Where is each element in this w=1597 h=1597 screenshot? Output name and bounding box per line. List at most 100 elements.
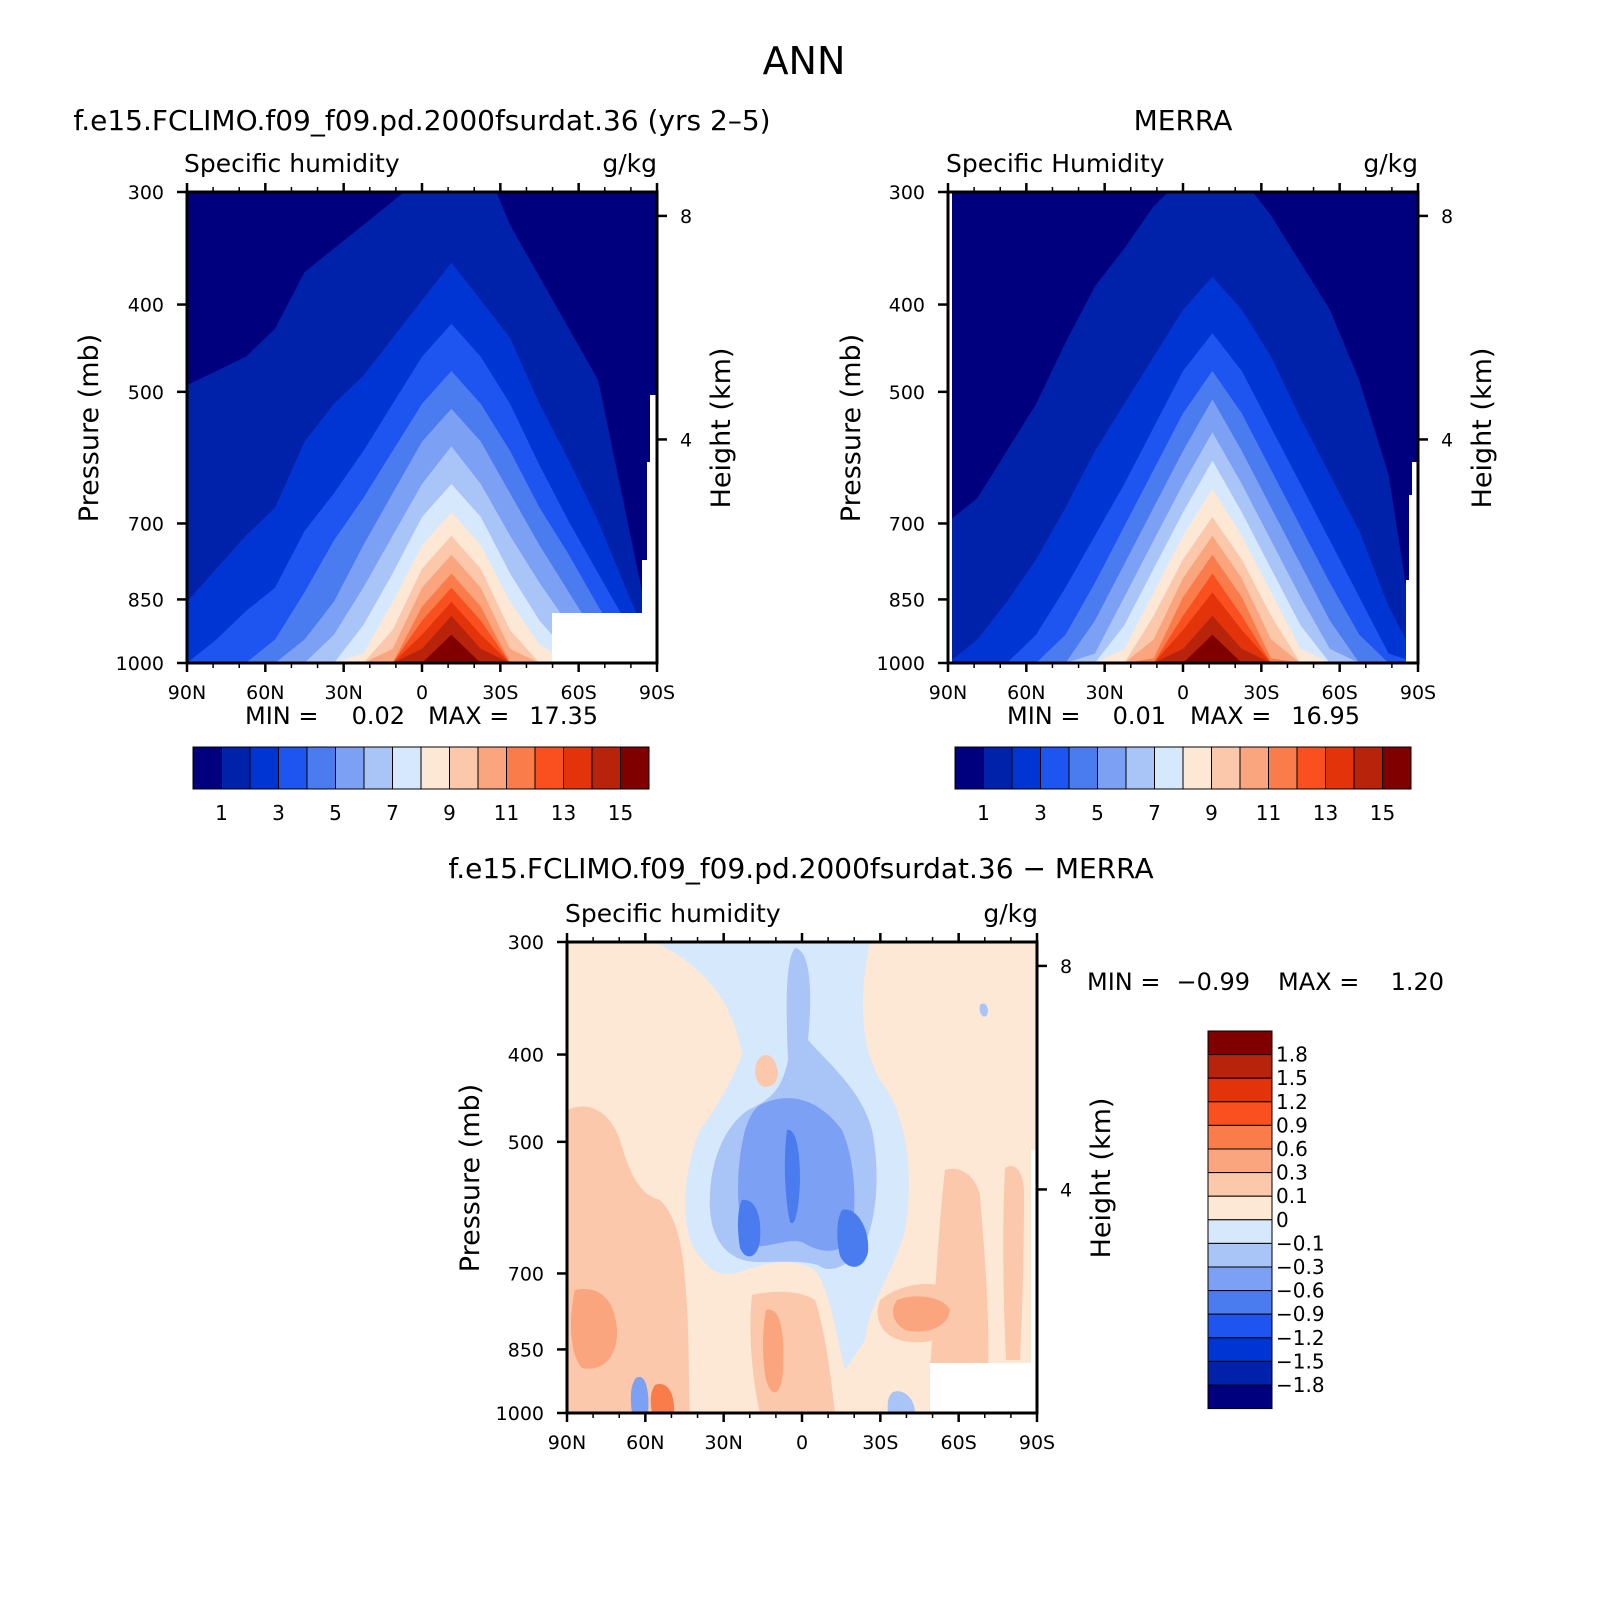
colorbar-box xyxy=(1040,746,1070,790)
colorbar-label: 9 xyxy=(1205,801,1218,825)
x-tick-label: 0 xyxy=(796,1432,808,1454)
panel-model-missing-area xyxy=(552,395,657,663)
panel-diff-min-label: MIN = xyxy=(1087,968,1160,996)
x-tick-label: 30N xyxy=(324,682,362,704)
colorbar-box xyxy=(363,746,393,790)
panel-diff-min-value: −0.99 xyxy=(1176,968,1250,996)
y-tick-label: 850 xyxy=(889,589,925,611)
colorbar-label: −1.8 xyxy=(1276,1373,1325,1397)
panel-obs-missing-area-top xyxy=(948,192,952,663)
x-tick-label: 30N xyxy=(704,1432,742,1454)
diff-region-pos-upper xyxy=(755,1054,778,1087)
diff-region-neg-surface xyxy=(630,1376,649,1413)
colorbar-box xyxy=(1207,1101,1273,1126)
colorbar-label: 5 xyxy=(1091,801,1104,825)
colorbar-label: 3 xyxy=(1034,801,1047,825)
contour-band-13 xyxy=(948,592,1418,663)
colorbar-label: −0.6 xyxy=(1276,1279,1325,1303)
y-tick-label: 300 xyxy=(128,182,164,204)
colorbar-box xyxy=(591,746,621,790)
diff-region-pos-strong-center xyxy=(763,1309,784,1393)
colorbar-box xyxy=(1207,1384,1273,1410)
colorbar-label: 7 xyxy=(1148,801,1161,825)
panel-model-max-value: 17.35 xyxy=(529,702,598,730)
x-tick-label: 60N xyxy=(1007,682,1045,704)
colorbar-box xyxy=(1211,746,1241,790)
panel-model-contours xyxy=(187,192,657,663)
y-tick-label: 400 xyxy=(889,295,925,317)
y-tick-label: 500 xyxy=(128,382,164,404)
colorbar-box xyxy=(1154,746,1184,790)
colorbar-label: −0.9 xyxy=(1276,1302,1325,1326)
x-tick-label: 30S xyxy=(1243,682,1279,704)
panel-model-axes: 90N 60N 30N 0 30S 60S 90S 300 400 500 700 850 1000 8 4 xyxy=(116,182,692,704)
panel-diff-ylabel: Pressure (mb) xyxy=(455,1084,486,1272)
colorbar-box xyxy=(420,746,450,790)
colorbar-box xyxy=(1182,746,1212,790)
panel-obs-max-label: MAX = xyxy=(1190,702,1271,730)
panel-model-units: g/kg xyxy=(602,149,657,178)
colorbar-box xyxy=(221,746,251,790)
y-tick-label: 300 xyxy=(889,182,925,204)
colorbar-box xyxy=(1268,746,1298,790)
contour-band-14 xyxy=(187,615,657,663)
colorbar-box xyxy=(1207,1030,1273,1056)
contour-band-14 xyxy=(948,615,1418,663)
y-tick-label: 500 xyxy=(889,382,925,404)
y-tick-label: 300 xyxy=(508,932,544,954)
panel-model-title: f.e15.FCLIMO.f09_f09.pd.2000fsurdat.36 (… xyxy=(73,104,770,137)
diff-region-neg-min-1 xyxy=(737,1199,761,1257)
diff-region-pos-farright xyxy=(1003,1166,1025,1360)
colorbar-label: 0.6 xyxy=(1276,1137,1308,1161)
colorbar-label: 5 xyxy=(329,801,342,825)
y-tick-label: 700 xyxy=(128,513,164,535)
diff-region-neg-min-2 xyxy=(784,1129,800,1224)
panel-obs-units: g/kg xyxy=(1363,149,1418,178)
diff-region-neg-surface-2 xyxy=(887,1391,915,1413)
colorbar-box xyxy=(1207,1195,1273,1221)
panel-model-colorbar: 1 3 5 7 9 11 13 15 xyxy=(192,746,650,825)
x-tick-label: 30S xyxy=(862,1432,898,1454)
colorbar-box xyxy=(1097,746,1127,790)
colorbar-box xyxy=(1296,746,1326,790)
x-tick-label: 0 xyxy=(416,682,428,704)
x-tick-label: 60S xyxy=(1322,682,1358,704)
panel-obs-ylabel: Pressure (mb) xyxy=(836,334,867,522)
colorbar-label: 11 xyxy=(494,801,519,825)
x-tick-label: 60S xyxy=(941,1432,977,1454)
colorbar-box xyxy=(449,746,479,790)
panel-model-min-value: 0.02 xyxy=(352,702,405,730)
contour-band-11 xyxy=(187,573,657,663)
y-right-tick-label: 8 xyxy=(680,206,692,228)
x-tick-label: 60N xyxy=(246,682,284,704)
panel-model-plot xyxy=(187,192,657,663)
colorbar-box xyxy=(1207,1290,1273,1315)
colorbar-label: 0.1 xyxy=(1276,1184,1308,1208)
y-right-tick-label: 8 xyxy=(1060,956,1072,978)
panel-obs-min-label: MIN = xyxy=(1007,702,1080,730)
panel-model-max-label: MAX = xyxy=(428,702,509,730)
colorbar-label: 1.2 xyxy=(1276,1090,1308,1114)
colorbar-label: 1 xyxy=(215,801,228,825)
colorbar-box xyxy=(534,746,564,790)
colorbar-label: 1.5 xyxy=(1276,1066,1308,1090)
colorbar-box xyxy=(1207,1266,1273,1292)
colorbar-box xyxy=(954,746,984,790)
diff-region-neg-dot xyxy=(979,1003,988,1017)
colorbar-label: 13 xyxy=(1313,801,1338,825)
panel-obs-max-value: 16.95 xyxy=(1291,702,1360,730)
contour-band-11 xyxy=(948,554,1418,663)
x-tick-label: 30N xyxy=(1085,682,1123,704)
y-right-tick-label: 4 xyxy=(680,429,692,451)
colorbar-label: −0.1 xyxy=(1276,1231,1325,1255)
x-tick-label: 90N xyxy=(168,682,206,704)
colorbar-box xyxy=(1353,746,1383,790)
colorbar-box xyxy=(192,746,222,790)
colorbar-box xyxy=(1207,1148,1273,1174)
panel-obs-axes: 90N 60N 30N 0 30S 60S 90S 300 400 500 700 850 1000 8 4 xyxy=(877,182,1453,704)
panel-diff-max-label: MAX = xyxy=(1278,968,1359,996)
colorbar-label: −1.5 xyxy=(1276,1349,1325,1373)
panel-obs-contours xyxy=(948,192,1418,663)
panel-model: f.e15.FCLIMO.f09_f09.pd.2000fsurdat.36 (… xyxy=(73,104,770,825)
colorbar-label: 1.8 xyxy=(1276,1043,1308,1067)
